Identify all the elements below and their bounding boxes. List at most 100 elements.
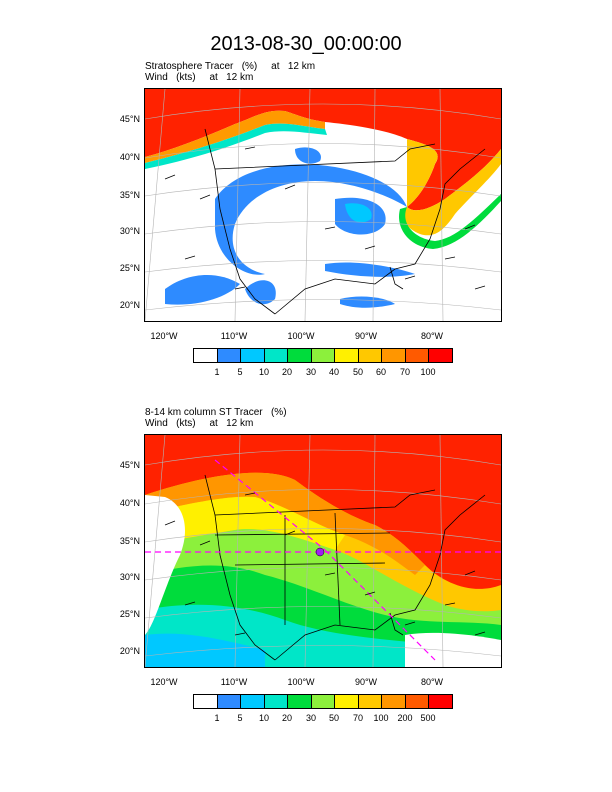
panel2-colorbar-label: 20 <box>281 713 292 723</box>
panel2-colorbar-label: 5 <box>237 713 243 723</box>
panel1-colorbar-cell <box>241 349 265 362</box>
panel1-colorbar-cell <box>311 349 336 362</box>
panel1-lon-120: 120°W <box>150 331 178 341</box>
panel1-colorbar-label: 30 <box>305 367 316 377</box>
panel2-colorbar-cell <box>429 695 453 708</box>
panel2-lat-25: 25°N <box>119 609 140 619</box>
panel2-white-west <box>145 495 185 635</box>
panel2-colorbar-cell <box>288 695 312 708</box>
panel1-lon-100: 100°W <box>287 331 315 341</box>
panel2-trajectory-origin <box>315 547 325 557</box>
panel2-colorbar-label: 500 <box>420 713 436 723</box>
main-title: 2013-08-30_00:00:00 <box>210 33 402 55</box>
panel2-label-line1: 8-14 km column ST Tracer (%) <box>145 407 287 418</box>
panel1-colorbar-cell <box>217 349 242 362</box>
panel2-wind-barbs <box>164 492 486 636</box>
panel1-colorbar-label: 50 <box>352 367 363 377</box>
panel2-label-line2: Wind (kts) at 12 km <box>145 418 254 429</box>
panel1-lat-35: 35°N <box>119 190 140 200</box>
panel1-colorbar-cell <box>429 349 453 362</box>
panel1-colorbar-cell <box>335 349 359 362</box>
panel2-colorbar-label: 200 <box>397 713 413 723</box>
panel2-colorbar-cell <box>311 695 336 708</box>
panel2-lon-90: 90°W <box>354 677 378 687</box>
panel2-trajectory-lines <box>145 459 501 661</box>
panel1-colorbar-label: 10 <box>258 367 269 377</box>
panel2-colorbar-label: 30 <box>305 713 316 723</box>
panel1-cyan-blob <box>345 203 372 223</box>
panel1-colorbar-cell <box>382 349 406 362</box>
panel1-label-line2: Wind (kts) at 12 km <box>145 72 254 83</box>
panel2-colorbar-label: 100 <box>373 713 389 723</box>
panel1-blue-south-2 <box>245 280 276 305</box>
panel1-map <box>144 88 502 322</box>
panel1-orange-band <box>145 110 325 163</box>
panel1-colorbar-label: 100 <box>420 367 436 377</box>
panel1-lon-90: 90°W <box>354 331 378 341</box>
panel1-lat-20: 20°N <box>119 300 140 310</box>
panel2-red-north <box>145 435 501 589</box>
panel2-lat-20: 20°N <box>119 646 140 656</box>
panel1-colorbar-cell <box>194 349 218 362</box>
panel2-lat-30: 30°N <box>119 572 140 582</box>
panel1-map-svg <box>145 89 501 321</box>
panel2-colorbar-cell <box>358 695 383 708</box>
panel2-map-svg <box>145 435 501 667</box>
panel2-colorbar-cell <box>382 695 406 708</box>
panel1-colorbar-cell <box>288 349 312 362</box>
panel1-lat-25: 25°N <box>119 263 140 273</box>
panel1-colorbar-cell <box>405 349 430 362</box>
panel2-colorbar <box>193 694 453 709</box>
panel2-lon-100: 100°W <box>287 677 315 687</box>
panel2-lon-120: 120°W <box>150 677 178 687</box>
panel1-colorbar-label: 5 <box>237 367 243 377</box>
panel1-colorbar-cell <box>358 349 383 362</box>
panel1-wind-barbs <box>164 146 486 290</box>
panel2-lon-80: 80°W <box>420 677 444 687</box>
panel1-coastlines <box>204 128 486 315</box>
panel1-colorbar-label: 40 <box>328 367 339 377</box>
panel2-lon-110: 110°W <box>220 677 248 687</box>
panel1-lat-30: 30°N <box>119 226 140 236</box>
panel1-lat-40: 40°N <box>119 152 140 162</box>
panel2-lat-40: 40°N <box>119 498 140 508</box>
panel2-lat-45: 45°N <box>119 460 140 470</box>
panel1-red-region <box>145 89 501 211</box>
panel1-blue-streak <box>325 262 415 277</box>
panel2-colorbar-cell <box>194 695 218 708</box>
panel2-map <box>144 434 502 668</box>
panel2-colorbar-cell <box>264 695 289 708</box>
panel2-yellow-band <box>145 496 345 550</box>
panel2-colorbar-cell <box>405 695 430 708</box>
panel1-colorbar-cell <box>264 349 289 362</box>
panel1-teal-band <box>145 123 327 169</box>
panel2-lat-35: 35°N <box>119 536 140 546</box>
panel2-colorbar-label: 1 <box>214 713 220 723</box>
panel1-lon-110: 110°W <box>220 331 248 341</box>
panel1-lat-45: 45°N <box>119 114 140 124</box>
panel2-colorbar-cell <box>335 695 359 708</box>
panel1-lon-80: 80°W <box>420 331 444 341</box>
panel1-colorbar-label: 1 <box>214 367 220 377</box>
panel1-green-arc <box>399 194 501 249</box>
panel2-colorbar-label: 10 <box>258 713 269 723</box>
panel1-blue-south <box>165 274 240 305</box>
panel1-graticule <box>145 89 501 321</box>
panel1-colorbar <box>193 348 453 363</box>
panel1-yellow-arc <box>404 139 501 236</box>
panel1-colorbar-label: 60 <box>375 367 386 377</box>
panel2-colorbar-cell <box>241 695 265 708</box>
panel2-colorbar-cell <box>217 695 242 708</box>
panel1-colorbar-label: 20 <box>281 367 292 377</box>
panel2-coastlines <box>204 474 486 661</box>
panel1-blue-blob <box>295 147 321 164</box>
panel1-blue-swirl <box>215 164 407 275</box>
panel2-white-southeast <box>405 632 501 667</box>
panel2-colorbar-label: 70 <box>352 713 363 723</box>
panel2-graticule <box>145 435 501 667</box>
panel1-colorbar-label: 70 <box>399 367 410 377</box>
panel1-label-line1: Stratosphere Tracer (%) at 12 km <box>145 61 316 72</box>
panel2-colorbar-label: 50 <box>328 713 339 723</box>
panel2-orange-band <box>145 472 425 575</box>
panel1-blue-south-3 <box>340 296 395 308</box>
